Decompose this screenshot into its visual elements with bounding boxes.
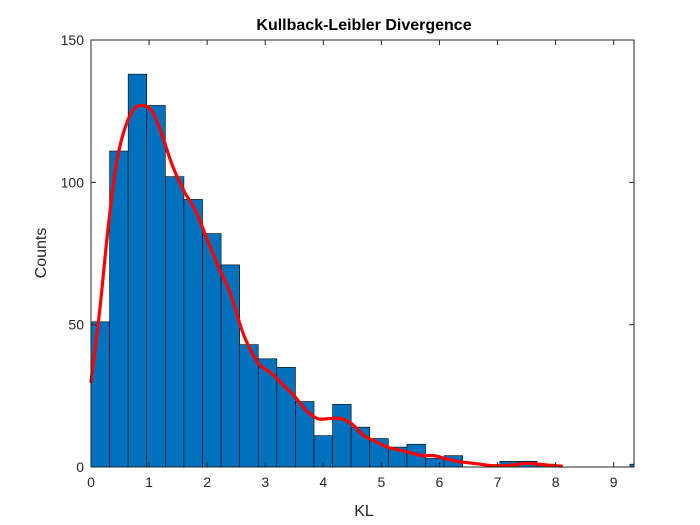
y-tick-label: 0: [76, 459, 84, 475]
histogram-bar-18: [425, 458, 445, 468]
x-axis-ticks: 0 1 2 3 4 5 6 7 8 9: [87, 40, 618, 490]
y-tick-label: 150: [61, 32, 85, 48]
histogram-bar-13: [332, 404, 352, 468]
x-tick-label: 4: [319, 474, 327, 490]
axes-frame: [90, 39, 635, 468]
x-axis-label: KL: [354, 503, 374, 520]
x-tick-label: 8: [552, 474, 560, 490]
x-tick-label: 5: [377, 474, 385, 490]
y-tick-label: 100: [61, 174, 85, 190]
histogram-bar-0: [90, 321, 110, 468]
density-curve-group: [89, 103, 564, 468]
x-tick-label: 3: [261, 474, 269, 490]
histogram-bar-8: [239, 344, 259, 468]
histogram-bar-11: [295, 401, 315, 468]
x-tick-label: 6: [436, 474, 444, 490]
y-axis-label: Counts: [33, 228, 50, 279]
histogram-bar-2: [127, 73, 148, 468]
histogram-bars: [90, 73, 635, 468]
y-tick-label: 50: [68, 317, 84, 333]
x-tick-label: 7: [494, 474, 502, 490]
histogram-bar-5: [183, 199, 203, 468]
x-tick-label: 2: [203, 474, 211, 490]
x-tick-label: 1: [145, 474, 153, 490]
histogram-bar-4: [165, 176, 185, 468]
histogram-bar-3: [146, 105, 166, 468]
chart-title: Kullback-Leibler Divergence: [256, 17, 471, 34]
x-tick-label: 0: [87, 474, 95, 490]
density-curve: [89, 103, 564, 468]
axes-box: [90, 39, 635, 468]
x-tick-label: 9: [610, 474, 618, 490]
y-axis-ticks: 0 50 100 150: [61, 32, 634, 475]
